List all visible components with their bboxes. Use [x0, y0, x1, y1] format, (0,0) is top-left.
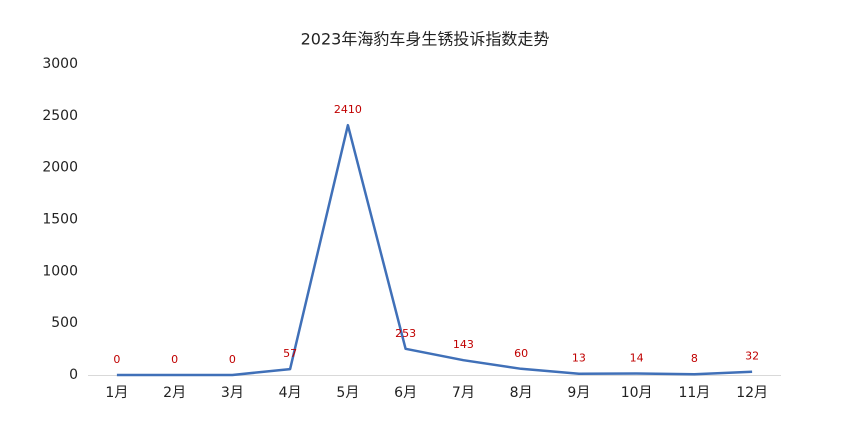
data-label: 0	[229, 353, 236, 366]
x-tick-label: 1月	[105, 385, 128, 401]
x-tick-label: 3月	[221, 385, 244, 401]
data-label: 57	[283, 347, 297, 360]
x-tick-label: 6月	[394, 385, 417, 401]
data-label: 0	[171, 353, 178, 366]
y-tick-label: 2500	[42, 108, 78, 124]
x-tick-label: 5月	[336, 385, 359, 401]
x-tick-label: 10月	[621, 385, 653, 401]
y-tick-label: 0	[69, 367, 78, 383]
data-label: 32	[745, 350, 759, 363]
data-label: 14	[630, 352, 644, 365]
data-label: 60	[514, 347, 528, 360]
y-tick-label: 500	[51, 315, 78, 331]
chart-title: 2023年海豹车身生锈投诉指数走势	[301, 30, 550, 49]
data-line	[116, 123, 753, 377]
x-tick-label: 9月	[567, 385, 590, 401]
data-label: 2410	[334, 103, 362, 116]
x-tick-label: 8月	[510, 385, 533, 401]
x-tick-label: 7月	[452, 385, 475, 401]
data-label: 8	[691, 352, 698, 365]
x-tick-label: 12月	[736, 385, 768, 401]
data-label: 253	[395, 327, 416, 340]
x-tick-label: 2月	[163, 385, 186, 401]
y-tick-label: 1000	[42, 263, 78, 279]
x-tick-label: 11月	[678, 385, 710, 401]
data-label: 0	[113, 353, 120, 366]
x-tick-label: 4月	[279, 385, 302, 401]
data-label: 13	[572, 352, 586, 365]
y-tick-label: 2000	[42, 160, 78, 176]
y-tick-label: 1500	[42, 212, 78, 228]
data-label: 143	[453, 338, 474, 351]
y-tick-label: 3000	[42, 56, 78, 72]
